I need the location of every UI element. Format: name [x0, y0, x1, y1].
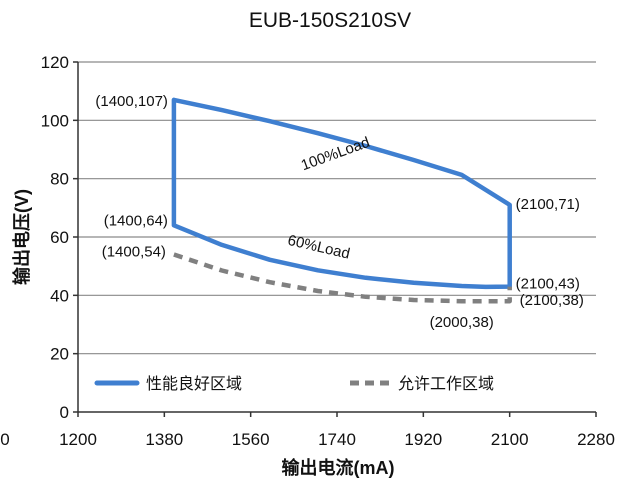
series-line-1	[173, 252, 512, 304]
y-tick-label-20: 20	[50, 345, 69, 364]
point-label-1: (1400,64)	[104, 212, 168, 229]
x-axis-label: 输出电流(mA)	[282, 457, 395, 478]
point-label-2: (1400,54)	[102, 244, 166, 261]
y-tick-label-0: 0	[60, 403, 69, 422]
y-tick-label-120: 120	[41, 53, 69, 72]
x-tick-label-2280: 2280	[577, 430, 615, 449]
gridlines	[78, 61, 596, 355]
point-label-6: (2000,38)	[430, 314, 494, 331]
point-label-4: (2100,43)	[516, 276, 580, 293]
point-label-5: (2100,38)	[520, 292, 584, 309]
point-label-0: (1400,107)	[95, 93, 168, 110]
x-tick-label-extra: 0	[0, 430, 9, 449]
x-tick-label-1200: 1200	[59, 430, 97, 449]
y-tick-label-40: 40	[50, 286, 69, 305]
series-line-0	[171, 97, 512, 290]
x-tick-label-1920: 1920	[404, 430, 442, 449]
chart-title: EUB-150S210SV	[249, 9, 411, 32]
x-tick-label-1740: 1740	[318, 430, 356, 449]
axes	[73, 61, 597, 417]
y-tick-label-80: 80	[50, 170, 69, 189]
y-tick-label-100: 100	[41, 111, 69, 130]
legend-label-1: 允许工作区域	[398, 374, 494, 393]
y-axis-label: 输出电压(V)	[11, 189, 32, 285]
x-tick-label-2100: 2100	[491, 430, 529, 449]
legend: 性能良好区域 允许工作区域	[94, 374, 494, 393]
x-tick-label-1560: 1560	[232, 430, 270, 449]
legend-label-0: 性能良好区域	[146, 374, 242, 393]
point-label-3: (2100,71)	[516, 196, 580, 213]
x-tick-label-1380: 1380	[145, 430, 183, 449]
tick-labels: 0 20 40 60 80 100 120 1200 1380 1560 1740 1920 2100 2…	[0, 53, 615, 449]
series-group	[171, 97, 512, 304]
y-tick-label-60: 60	[50, 228, 69, 247]
